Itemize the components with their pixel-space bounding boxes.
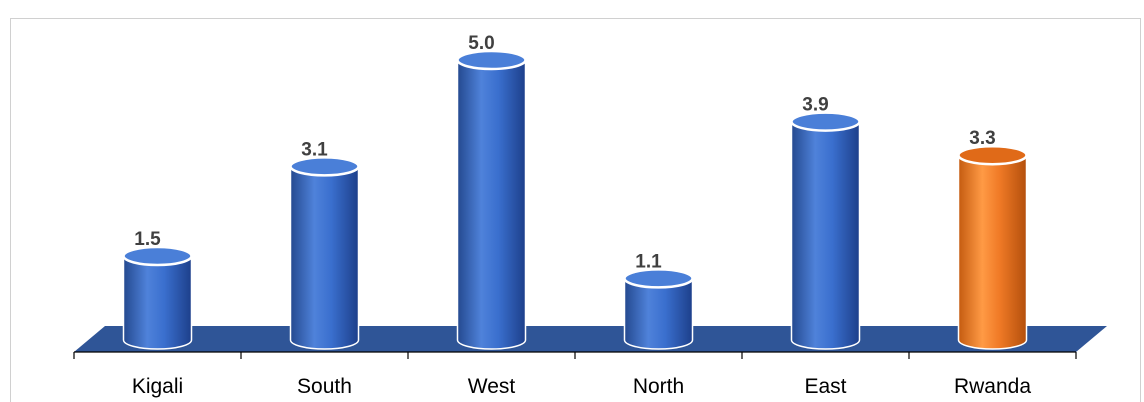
- bar-rwanda: [957, 144, 1028, 350]
- x-tick-labels-group: Kigali South West North East Rwanda: [132, 375, 1032, 398]
- bar-top-cap: [957, 144, 1028, 166]
- bar-south: [289, 156, 360, 350]
- x-tick-label-rwanda: Rwanda: [954, 375, 1031, 398]
- data-label-rwanda: 3.3: [969, 128, 995, 149]
- data-label-north: 1.1: [635, 251, 662, 272]
- bar-top-cap: [456, 49, 527, 71]
- bar-top-cap: [122, 245, 193, 267]
- bar-body: [957, 154, 1028, 350]
- bar-body: [623, 277, 694, 350]
- bar-east: [790, 111, 861, 350]
- bar-body: [790, 120, 861, 350]
- data-label-west: 5.0: [468, 33, 494, 54]
- data-labels-group: 1.5 3.1 5.0 1.1 3.9 3.3: [134, 33, 995, 272]
- chart-floor: [74, 326, 1107, 352]
- x-tick-label-west: West: [468, 375, 516, 398]
- bar-body: [456, 59, 527, 350]
- bar-top-cap: [790, 111, 861, 132]
- x-axis-ticks: [73, 352, 1077, 359]
- bar-top-cap: [623, 268, 694, 289]
- x-tick-label-kigali: Kigali: [132, 375, 183, 398]
- x-tick-label-north: North: [633, 375, 684, 398]
- bars-group: [122, 49, 1028, 350]
- chart-frame: [10, 18, 1141, 402]
- x-tick-label-south: South: [297, 375, 352, 398]
- bar-north: [623, 268, 694, 350]
- data-label-kigali: 1.5: [134, 229, 161, 250]
- bar-west: [456, 49, 527, 350]
- bar-kigali: [122, 245, 193, 350]
- data-label-east: 3.9: [802, 95, 828, 116]
- bar-top-cap: [289, 156, 360, 177]
- data-label-south: 3.1: [301, 139, 328, 160]
- x-tick-label-east: East: [804, 375, 846, 398]
- bar-body: [122, 255, 193, 350]
- bar-body: [289, 165, 360, 350]
